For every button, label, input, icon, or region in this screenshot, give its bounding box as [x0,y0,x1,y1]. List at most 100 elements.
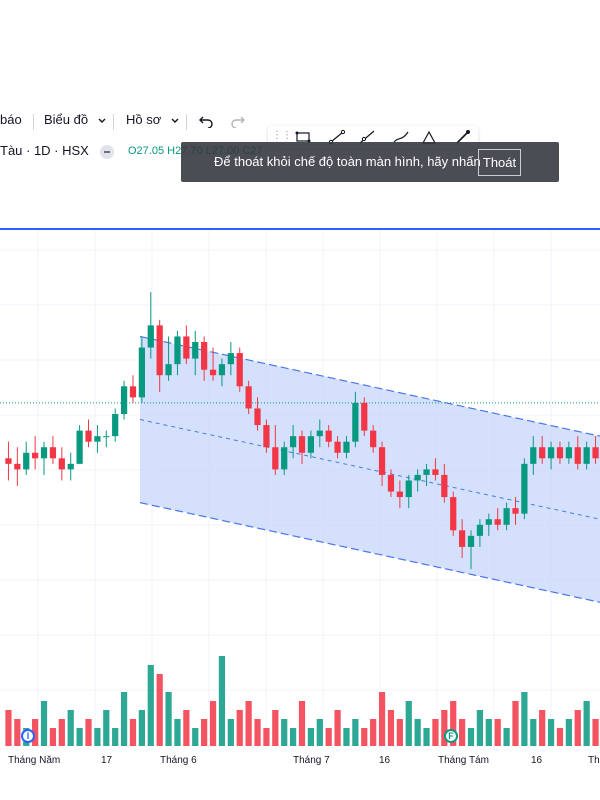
channel-lower-line [139,502,600,603]
volume-bar [592,719,599,746]
candle-body [218,364,226,376]
candle-body [281,447,288,470]
candle-body [129,386,137,398]
volume-bar [316,719,323,746]
candle-body [432,469,439,475]
volume-bar [245,701,252,746]
time-axis-label: Tháng Tám [438,755,489,766]
candle-body [76,430,83,464]
candle-body [138,347,145,398]
symbol-title[interactable]: Tàu · 1D · HSX [0,143,89,158]
candle-body [85,430,92,442]
volume-bar [14,719,21,746]
alerts-label: báo [0,112,22,127]
candle-body [174,336,181,365]
toast-message: Để thoát khỏi chế độ toàn màn hình, hãy … [214,154,481,169]
candle-body [209,369,217,376]
volume-bar [396,719,403,746]
volume-bar [441,710,448,746]
volume-bar [129,719,137,746]
volume-bar [512,701,519,746]
event-badge-financial[interactable]: F [444,729,458,743]
candle-body [370,430,377,448]
volume-bar [209,701,217,746]
candle-body [183,336,190,359]
trend-line-icon[interactable] [328,129,346,145]
volume-bar [58,719,65,746]
volume-bar [218,656,226,746]
candle-body [40,447,48,459]
toolbar-divider [186,114,187,130]
volume-bar [467,728,475,746]
brush-icon[interactable] [392,129,410,145]
candle-body [236,353,243,387]
candle-body [485,519,492,525]
volume-bar [343,728,350,746]
pen-icon[interactable] [454,129,472,145]
fullscreen-toast: Để thoát khỏi chế độ toàn màn hình, hãy … [181,142,559,182]
volume-bar [405,701,412,746]
candle-body [325,430,332,442]
volume-bar [414,719,421,746]
candle-body [32,452,39,459]
candle-body [227,353,234,365]
exit-fullscreen-button[interactable]: Thoát [478,149,521,176]
volume-bar [5,710,12,746]
volume-bar [272,710,279,746]
toolbar-divider [33,114,34,130]
profile-menu[interactable]: Hồ sơ [126,112,179,127]
volume-bar [156,674,163,746]
candle-body [201,342,208,370]
candle-body [352,402,359,442]
volume-bar [432,719,439,746]
candle-body [58,458,65,470]
candle-body [565,447,572,459]
candle-body [414,474,421,481]
selection-line [0,228,600,230]
volume-bar [574,710,581,746]
volume-bar [236,710,243,746]
candle-body [307,436,315,453]
volume-bar [227,719,234,746]
candle-body [583,447,590,464]
event-badge-income[interactable]: I [21,729,35,743]
volume-bar [281,719,288,746]
candles [5,292,599,570]
drag-handle-icon[interactable]: ⋮⋮ [272,130,292,141]
time-axis-label: Tháng 7 [293,755,330,766]
chart-menu[interactable]: Biểu đồ [44,112,106,127]
candle-body [272,447,279,470]
candle-body [539,447,546,459]
ray-icon[interactable] [358,129,376,145]
volume-bar [103,710,110,746]
volume-bar [298,701,306,746]
rectangle-icon[interactable] [294,129,312,145]
undo-icon[interactable] [198,114,214,128]
volume-bar [32,719,39,746]
alerts-menu[interactable]: báo [0,112,22,127]
volume-bar [334,710,341,746]
chart-menu-label: Biểu đồ [44,112,89,127]
price-chart[interactable] [0,230,600,750]
time-axis-label: 16 [531,755,543,766]
chevron-down-icon [171,118,179,123]
candle-body [112,414,119,437]
candle-body [120,386,128,414]
candle-body [556,447,564,459]
collapse-icon[interactable] [100,145,114,159]
volume-bar [503,728,510,746]
redo-icon[interactable] [230,114,246,128]
candle-body [378,447,386,475]
candle-body [423,469,430,475]
volume-bar [94,728,101,746]
volume-bar [40,701,48,746]
volume-bar [565,719,572,746]
channel-upper-line [139,335,600,437]
volume-bar [476,710,484,746]
time-axis-label: 16 [379,755,391,766]
candle-body [476,524,484,536]
candle-body [405,480,412,498]
volume-bar [494,719,501,746]
candle-body [156,325,163,376]
volume-bar [485,719,492,746]
